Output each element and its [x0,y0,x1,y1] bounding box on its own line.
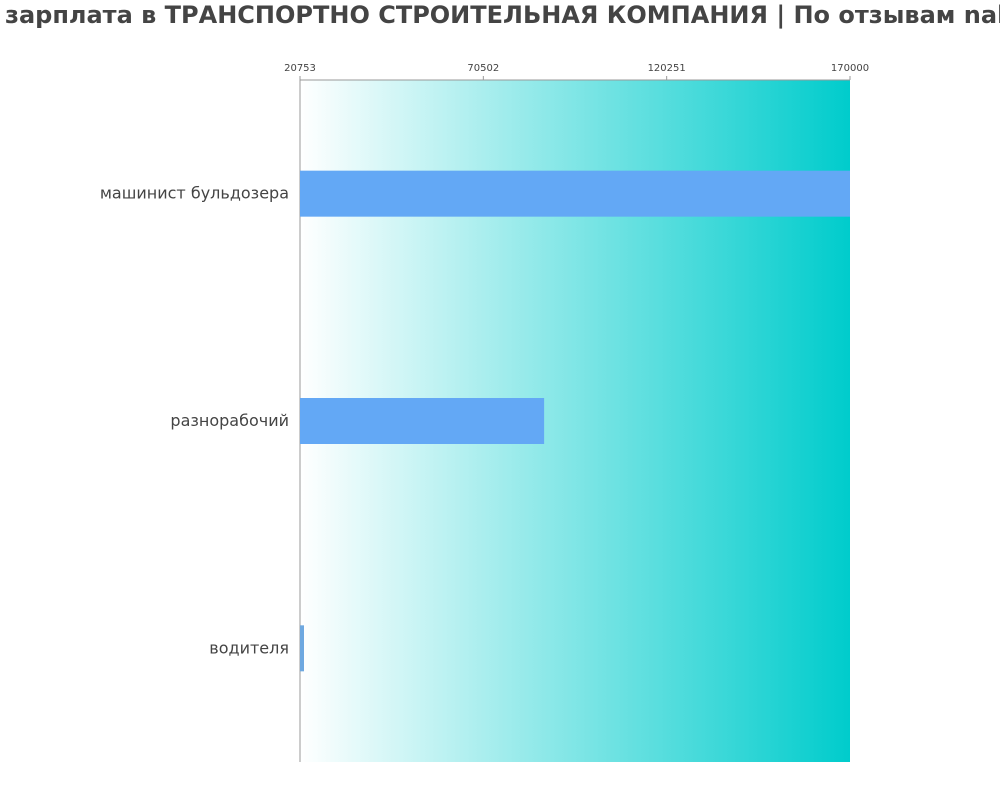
bars [300,170,850,672]
x-tick-label: 20753 [284,63,316,74]
category-label: водителя [209,638,289,657]
x-tick-label: 170000 [831,63,869,74]
category-label: разнорабочий [170,411,289,430]
chart-title: зарплата в ТРАНСПОРТНО СТРОИТЕЛЬНАЯ КОМП… [5,1,1000,29]
x-tick-label: 120251 [648,63,686,74]
category-label: машинист бульдозера [100,184,289,203]
bar-2 [300,398,545,444]
x-tick-label: 70502 [467,63,499,74]
bar-3 [300,625,304,672]
bar-1 [300,170,850,217]
x-axis-ticks: 20753 70502 120251 170000 [284,63,869,80]
category-labels: машинист бульдозера разнорабочий водителя [100,184,289,658]
